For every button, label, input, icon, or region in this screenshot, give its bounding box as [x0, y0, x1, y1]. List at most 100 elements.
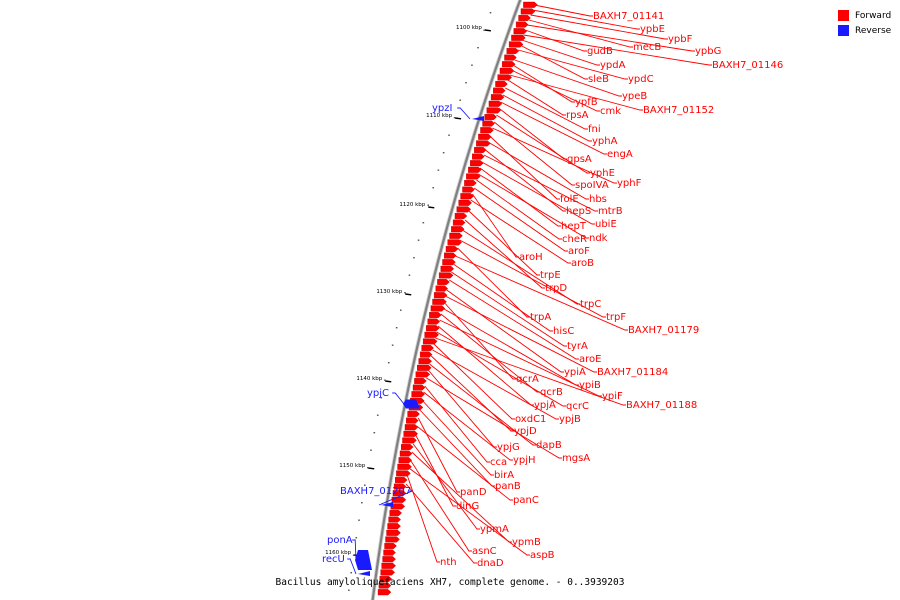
leader-line — [453, 263, 553, 332]
forward-gene-block — [520, 8, 536, 15]
minor-tick — [413, 257, 415, 259]
tick-label: 1150 kbp — [339, 463, 365, 469]
minor-tick — [408, 274, 411, 276]
forward-gene-block — [515, 21, 529, 28]
forward-gene-block — [412, 384, 426, 391]
gene-label-enga: engA — [607, 149, 633, 160]
gene-label-ding: dinG — [456, 501, 479, 512]
minor-tick — [384, 379, 386, 381]
tick-mark — [385, 380, 392, 383]
leader-line — [483, 154, 598, 212]
leader-line — [476, 179, 562, 240]
forward-gene-block — [488, 100, 503, 107]
gene-label-ypeb: ypeB — [622, 91, 647, 102]
tick-label: 1110 kbp — [426, 113, 452, 119]
leader-line — [518, 49, 628, 80]
forward-gene-block — [480, 127, 494, 134]
gene-label-ypjg: ypjG — [497, 442, 520, 453]
forward-gene-block — [445, 245, 459, 253]
leader-line — [392, 392, 405, 405]
forward-gene-block — [380, 569, 396, 576]
minor-tick — [459, 99, 462, 101]
leader-line — [459, 239, 606, 318]
gene-label-ypda: ypdA — [600, 60, 626, 71]
forward-gene-block — [444, 252, 457, 259]
leader-line — [492, 127, 617, 184]
leader-line — [464, 219, 545, 289]
forward-gene-block — [378, 582, 392, 589]
gene-label-ypja: ypjA — [534, 400, 556, 411]
gene-label-baxh7-01188: BAXH7_01188 — [626, 400, 697, 411]
forward-gene-block — [451, 226, 465, 233]
leader-line — [487, 141, 589, 200]
gene-label-nth: nth — [440, 557, 457, 568]
gene-label-ypmb: ypmB — [512, 537, 541, 548]
minor-tick — [387, 362, 390, 364]
forward-gene-block — [495, 80, 508, 88]
leader-line — [412, 443, 480, 530]
tick-label: 1140 kbp — [356, 376, 382, 382]
forward-gene-block — [414, 378, 427, 384]
tick-mark — [428, 206, 435, 209]
leader-line — [417, 417, 460, 493]
gene-label-ypbf: ypbF — [668, 34, 693, 45]
leader-line — [443, 301, 516, 380]
leader-line — [407, 475, 440, 563]
legend-item-forward: Forward — [838, 8, 891, 23]
gene-label-baxh7-01146: BAXH7_01146 — [712, 60, 783, 71]
gene-label-mgsa: mgsA — [562, 453, 590, 464]
gene-label-cca: cca — [490, 457, 507, 468]
gene-label-aspb: aspB — [530, 550, 555, 561]
leader-line — [479, 167, 561, 227]
forward-gene-block — [385, 536, 400, 543]
gene-label-hept: hepT — [561, 221, 587, 232]
forward-gene-block — [407, 411, 420, 417]
legend: Forward Reverse — [838, 8, 891, 38]
forward-gene-block — [395, 477, 408, 483]
gene-label-dnad: dnaD — [477, 558, 504, 569]
leader-line — [432, 349, 559, 420]
genome-caption: Bacillus amyloliquefaciens XH7, complete… — [275, 577, 625, 588]
leader-lines — [347, 4, 712, 575]
forward-gene-block — [490, 94, 505, 101]
minor-tick — [348, 589, 350, 591]
forward-gene-block — [478, 133, 492, 140]
forward-gene-block — [396, 470, 411, 477]
forward-gene-block — [379, 576, 393, 582]
gene-label-spoiva: spoIVA — [575, 180, 609, 191]
forward-gene-block — [381, 562, 396, 569]
gene-label-asnc: asnC — [472, 546, 497, 557]
tick-label: 1100 kbp — [456, 25, 482, 31]
leader-line — [526, 24, 695, 52]
leader-line — [445, 295, 597, 373]
gene-label-ubie: ubiE — [595, 219, 617, 230]
leader-line — [433, 343, 515, 420]
leader-line — [378, 490, 413, 506]
gene-label-dapb: dapB — [536, 440, 562, 451]
leader-line — [505, 87, 588, 130]
leader-line — [509, 74, 643, 111]
forward-gene-block — [391, 496, 407, 503]
gene-label-arof: aroF — [568, 246, 590, 257]
forward-gene-block — [506, 48, 520, 54]
gene-label-ypbe: ypbE — [640, 24, 665, 35]
leader-line — [421, 399, 494, 476]
forward-gene-block — [386, 529, 401, 536]
minor-tick — [465, 82, 467, 84]
gene-label-ypdc: ypdC — [628, 74, 654, 85]
leader-line — [530, 14, 668, 40]
forward-gene-block — [377, 589, 392, 596]
forward-gene-block — [440, 265, 455, 272]
gene-label-bira: birA — [494, 470, 514, 481]
gene-label-ypjc: ypjC — [367, 388, 389, 399]
gene-label-trpe: trpE — [540, 270, 561, 281]
gene-label-ypbg: ypbG — [695, 46, 721, 57]
leader-line — [451, 271, 567, 347]
leader-line — [521, 39, 600, 66]
gene-label-ypha: yphA — [592, 136, 618, 147]
forward-gene-block — [468, 166, 482, 173]
forward-gene-block — [383, 549, 396, 556]
leader-line — [414, 433, 456, 507]
gene-label-ypma: ypmA — [480, 524, 509, 535]
tick-marks: 1100 kbp 1110 kbp 1120 kbp 1130 kbp 1140 kbp… — [325, 12, 492, 591]
